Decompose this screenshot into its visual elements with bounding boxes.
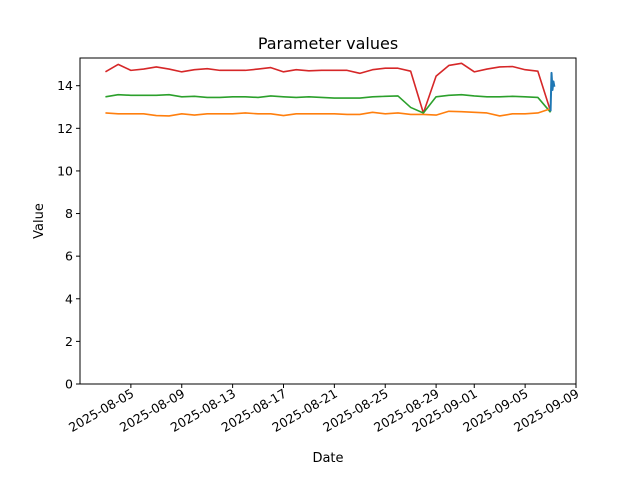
x-axis-ticks: 2025-08-052025-08-092025-08-132025-08-17… [66,384,582,435]
y-tick-label: 0 [65,377,73,392]
y-axis-ticks: 0 2 4 6 8 10 12 14 [57,78,80,392]
series-line-2 [105,93,552,114]
plot-lines [105,62,556,117]
plot-frame [79,57,577,385]
y-tick-label: 14 [57,78,73,93]
y-tick-label: 12 [57,121,73,136]
y-axis-label: Value [32,203,47,239]
y-tick-label: 2 [65,334,73,349]
y-tick-label: 10 [57,163,73,178]
y-tick-label: 4 [65,291,73,306]
series-line-4 [549,71,556,112]
x-axis-label: Date [312,451,343,466]
chart-title: Parameter values [258,34,398,53]
series-line-3 [105,107,551,117]
y-tick-label: 8 [65,206,73,221]
y-tick-label: 6 [65,249,73,264]
series-line-1 [105,62,552,114]
